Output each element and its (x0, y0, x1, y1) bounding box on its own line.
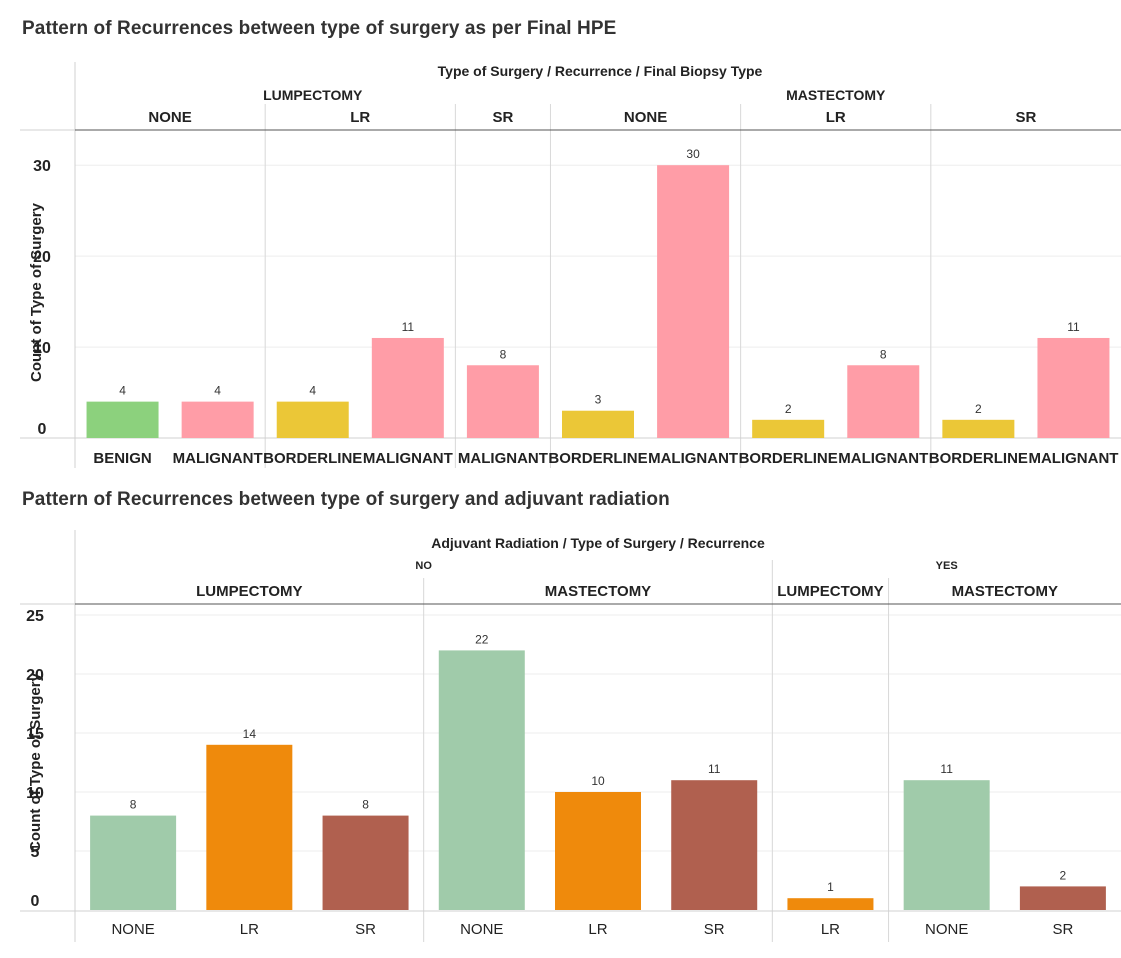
x-tick-label: BORDERLINE (548, 450, 647, 467)
x-tick-label: BORDERLINE (929, 450, 1028, 467)
data-label: 8 (362, 798, 369, 812)
y-axis-label: Count of Type of Surgery (27, 672, 44, 852)
bar (466, 365, 539, 438)
recurrence-header: LR (826, 109, 846, 126)
data-label: 3 (595, 393, 602, 407)
bar (903, 780, 990, 910)
x-tick-label: LR (240, 921, 259, 938)
x-tick-label: LR (588, 921, 607, 938)
data-label: 8 (500, 347, 507, 361)
surgery-header: MASTECTOMY (786, 87, 886, 103)
radiation-header: YES (936, 560, 958, 572)
bar (1019, 886, 1106, 910)
chart2-title: Pattern of Recurrences between type of s… (22, 489, 670, 510)
surgery-header: LUMPECTOMY (196, 583, 302, 600)
x-tick-label: NONE (111, 921, 154, 938)
x-tick-label: MALIGNANT (458, 450, 548, 467)
recurrence-header: LR (350, 109, 370, 126)
bar (847, 365, 920, 438)
x-tick-label: NONE (460, 921, 503, 938)
bar (787, 898, 874, 910)
recurrence-header: SR (1015, 109, 1036, 126)
y-tick-label: 20 (26, 667, 44, 684)
x-tick-label: SR (355, 921, 376, 938)
data-label: 8 (880, 347, 887, 361)
chart1-svg: Type of Surgery / Recurrence / Final Bio… (20, 62, 1121, 468)
bar (322, 815, 409, 910)
data-label: 11 (1067, 320, 1080, 334)
bar (555, 792, 641, 910)
bar (562, 410, 634, 438)
surgery-header: LUMPECTOMY (263, 87, 363, 103)
x-tick-label: MALIGNANT (838, 450, 928, 467)
x-tick-label: MALIGNANT (1028, 450, 1118, 467)
bar (371, 337, 444, 438)
data-label: 4 (309, 384, 316, 398)
bar (657, 165, 730, 438)
data-label: 2 (785, 402, 792, 416)
x-tick-label: MALIGNANT (363, 450, 453, 467)
chart2-svg: Adjuvant Radiation / Type of Surgery / R… (20, 530, 1121, 942)
header-title: Adjuvant Radiation / Type of Surgery / R… (431, 535, 765, 551)
bar (181, 401, 254, 438)
x-tick-label: MALIGNANT (173, 450, 263, 467)
radiation-header: NO (415, 560, 432, 572)
data-label: 4 (214, 384, 221, 398)
data-label: 22 (475, 632, 489, 646)
data-label: 1 (827, 880, 834, 894)
x-tick-label: BENIGN (93, 450, 151, 467)
data-label: 2 (975, 402, 982, 416)
data-label: 4 (119, 384, 126, 398)
surgery-header: MASTECTOMY (545, 583, 651, 600)
surgery-header: MASTECTOMY (952, 583, 1058, 600)
data-label: 11 (708, 762, 721, 776)
y-tick-label: 15 (26, 726, 44, 743)
data-label: 2 (1060, 868, 1067, 882)
y-tick-label: 0 (31, 893, 40, 910)
bar (206, 744, 293, 910)
recurrence-header: SR (492, 109, 513, 126)
surgery-header: LUMPECTOMY (777, 583, 883, 600)
header-title: Type of Surgery / Recurrence / Final Bio… (438, 63, 763, 79)
x-tick-label: BORDERLINE (263, 450, 362, 467)
bar (90, 815, 177, 910)
y-tick-label: 30 (33, 158, 51, 175)
bar (942, 419, 1015, 438)
recurrence-header: NONE (148, 109, 191, 126)
recurrence-header: NONE (624, 109, 667, 126)
x-tick-label: SR (704, 921, 725, 938)
y-tick-label: 5 (31, 844, 40, 861)
bar (438, 650, 525, 910)
y-tick-label: 0 (38, 421, 47, 438)
y-tick-label: 25 (26, 608, 44, 625)
bar (671, 780, 758, 910)
data-label: 10 (591, 774, 605, 788)
x-tick-label: BORDERLINE (739, 450, 838, 467)
x-tick-label: SR (1052, 921, 1073, 938)
data-label: 14 (243, 727, 257, 741)
data-label: 30 (686, 147, 700, 161)
y-tick-label: 20 (33, 249, 51, 266)
data-label: 8 (130, 798, 137, 812)
bar (276, 401, 349, 438)
bar (86, 401, 159, 438)
x-tick-label: MALIGNANT (648, 450, 738, 467)
bar (752, 419, 825, 438)
y-tick-label: 10 (26, 785, 44, 802)
y-axis-label: Count of Type of Surgery (28, 202, 45, 382)
y-tick-label: 10 (33, 340, 51, 357)
data-label: 11 (402, 320, 415, 334)
chart1-title: Pattern of Recurrences between type of s… (22, 18, 617, 39)
x-tick-label: LR (821, 921, 840, 938)
x-tick-label: NONE (925, 921, 968, 938)
bar (1037, 337, 1110, 438)
data-label: 11 (940, 762, 953, 776)
